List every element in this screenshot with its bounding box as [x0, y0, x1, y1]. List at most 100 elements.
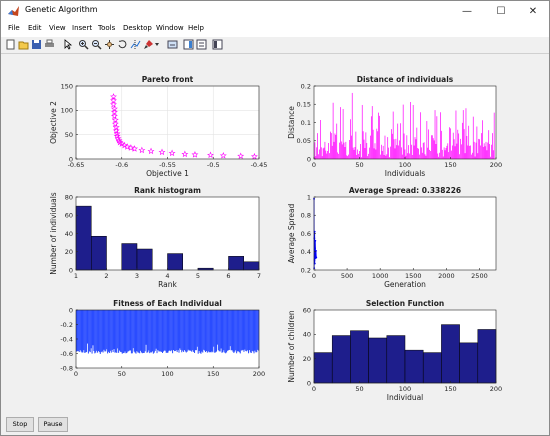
- y-axis-label: Number of children: [287, 310, 296, 382]
- menu-desktop[interactable]: Desktop: [123, 24, 152, 32]
- fitness-bar: [123, 310, 125, 354]
- x-tick-label: 3: [135, 272, 139, 280]
- fitness-bar: [140, 310, 142, 353]
- axes-background: [314, 197, 496, 270]
- pan-icon[interactable]: [104, 39, 115, 50]
- fitness-bar: [156, 310, 158, 354]
- fitness-bar: [246, 310, 248, 352]
- link-icon[interactable]: [167, 39, 178, 50]
- x-tick-label: 2000: [438, 272, 455, 280]
- fitness-bar: [86, 310, 88, 352]
- fitness-bar: [133, 310, 135, 352]
- fitness-bar: [202, 310, 204, 353]
- fitness-bar: [240, 310, 242, 351]
- y-tick-label: 0: [307, 155, 311, 163]
- fitness-bar: [237, 310, 239, 352]
- fitness-bar: [140, 310, 142, 351]
- pause-button[interactable]: Pause: [38, 417, 68, 432]
- fitness-bar: [204, 310, 206, 351]
- fitness-bar: [197, 310, 199, 354]
- spread-point: [314, 247, 316, 250]
- fitness-bar: [125, 310, 127, 354]
- menu-window[interactable]: Window: [156, 24, 184, 32]
- fitness-bar: [179, 310, 181, 349]
- selection-bar: [386, 335, 406, 384]
- menu-file[interactable]: File: [8, 24, 20, 32]
- zoom-out-icon[interactable]: [91, 39, 102, 50]
- fitness-bar: [147, 310, 149, 353]
- menu-view[interactable]: View: [49, 24, 66, 32]
- rank-bar: [91, 235, 107, 271]
- menu-help[interactable]: Help: [188, 24, 204, 32]
- y-tick-label: -0.8: [60, 364, 73, 372]
- close-button[interactable]: ✕: [528, 6, 538, 17]
- menu-edit[interactable]: Edit: [28, 24, 42, 32]
- fitness-bar: [231, 310, 233, 351]
- y-tick-label: 0: [69, 266, 73, 274]
- fitness-bar: [183, 310, 185, 352]
- y-tick-label: 0.4: [301, 248, 311, 256]
- fitness-bar: [165, 310, 167, 353]
- new-figure-icon[interactable]: [5, 39, 16, 50]
- pareto-point: [168, 149, 176, 157]
- selection-bar: [441, 324, 460, 384]
- fitness-bar: [111, 310, 113, 350]
- fitness-bar: [171, 310, 173, 351]
- y-tick-label: 20: [303, 355, 311, 363]
- fitness-bar: [76, 310, 78, 352]
- fitness-bar: [138, 310, 140, 353]
- selection-bar: [350, 330, 369, 384]
- colorbar-icon[interactable]: [183, 39, 194, 50]
- pointer-icon[interactable]: [62, 39, 73, 50]
- fitness-bar: [200, 310, 202, 354]
- fitness-bar: [117, 310, 119, 349]
- open-icon[interactable]: [18, 39, 29, 50]
- fitness-bar: [154, 310, 156, 351]
- x-tick-label: -0.6: [115, 161, 128, 169]
- fitness-bar: [228, 310, 230, 350]
- fitness-bar: [160, 310, 162, 352]
- fitness-bar: [115, 310, 117, 353]
- fitness-bar: [86, 310, 88, 344]
- menu-tools[interactable]: Tools: [98, 24, 116, 32]
- pareto-point: [110, 100, 117, 108]
- fitness-bar: [229, 310, 231, 347]
- data-cursor-icon[interactable]: [130, 39, 141, 50]
- fitness-bar: [233, 310, 235, 353]
- x-axis-label: Individual: [387, 393, 424, 402]
- fitness-bar: [145, 310, 147, 345]
- fitness-bar: [144, 310, 146, 352]
- chevron-down-icon[interactable]: [154, 39, 160, 50]
- stop-button[interactable]: Stop: [6, 417, 34, 432]
- save-icon[interactable]: [31, 39, 42, 50]
- x-tick-label: 50: [118, 370, 126, 378]
- fitness-bar: [224, 310, 226, 353]
- fitness-bar: [105, 310, 107, 352]
- minimize-button[interactable]: —: [462, 6, 472, 17]
- fitness-bar: [208, 310, 210, 353]
- zoom-in-icon[interactable]: [78, 39, 89, 50]
- fitness-bar: [253, 310, 255, 354]
- fitness-bar: [239, 310, 241, 354]
- pareto-point: [123, 143, 131, 150]
- menu-insert[interactable]: Insert: [72, 24, 93, 32]
- x-tick-label: 150: [444, 385, 456, 393]
- pareto-point: [237, 152, 245, 160]
- fitness-bar: [159, 310, 161, 352]
- fitness-bar: [151, 310, 153, 352]
- maximize-button[interactable]: ☐: [496, 6, 506, 17]
- fitness-bar: [103, 310, 105, 350]
- legend-icon[interactable]: [196, 39, 207, 50]
- fitness-bar: [127, 310, 129, 352]
- fitness-bar: [237, 310, 239, 352]
- x-tick-label: 0: [74, 370, 78, 378]
- pareto-point: [147, 147, 155, 155]
- rotate-icon[interactable]: [117, 39, 128, 50]
- fitness-bar: [215, 310, 218, 352]
- fitness-bar: [122, 310, 124, 353]
- print-icon[interactable]: [44, 39, 55, 50]
- property-icon[interactable]: [212, 39, 223, 50]
- brush-icon[interactable]: [143, 39, 154, 50]
- fitness-bar: [172, 310, 174, 354]
